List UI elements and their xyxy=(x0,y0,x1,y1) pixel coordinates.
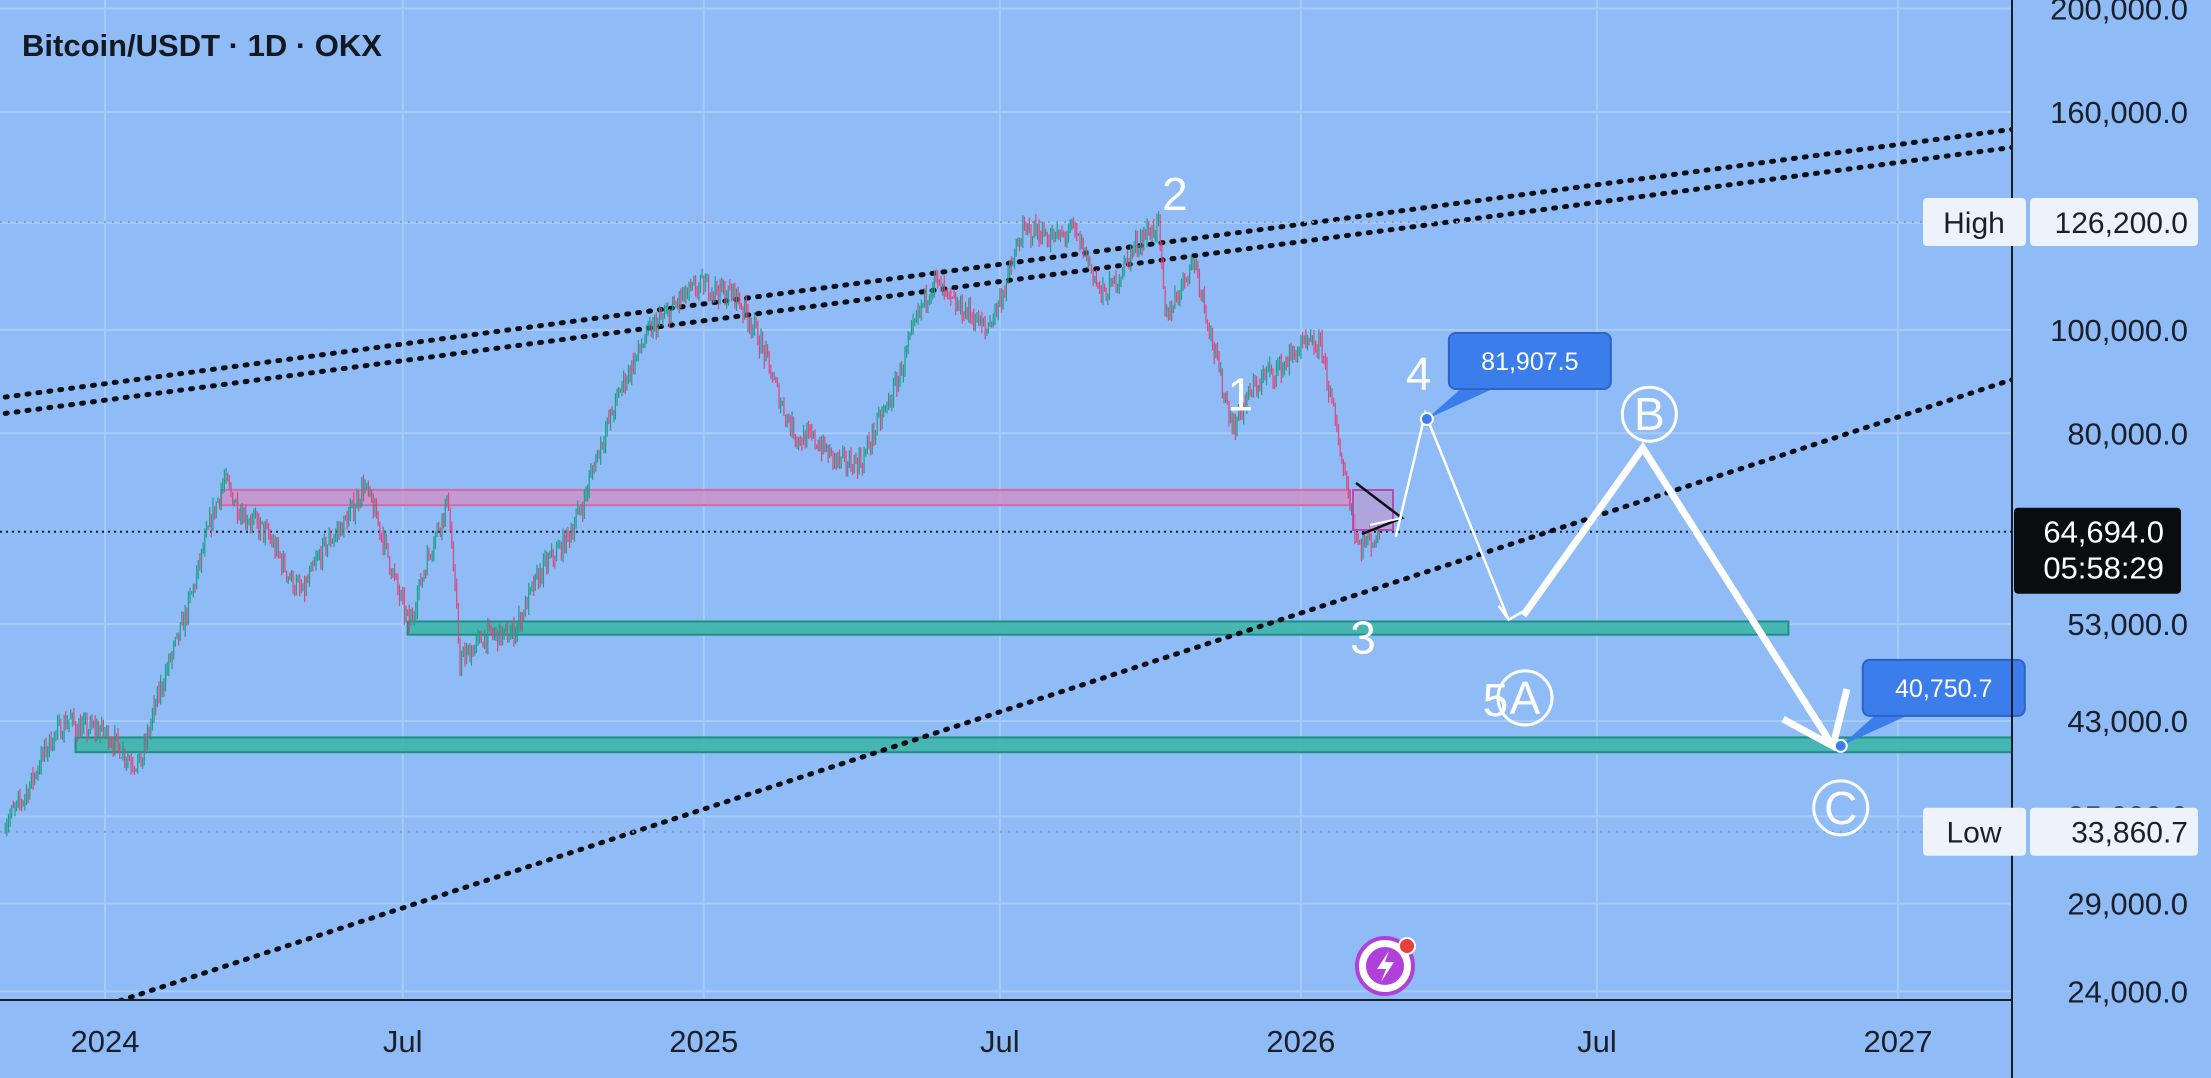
wave-label-C: C xyxy=(1812,779,1870,837)
price-callouts: 81,907.5 40,750.7 xyxy=(1419,332,2026,753)
time-tick-label: 2026 xyxy=(1266,1024,1335,1059)
pattern-exit xyxy=(1369,517,1403,526)
current-price-box xyxy=(2014,507,2181,594)
zone-support-1 xyxy=(406,620,1790,636)
wave-circle xyxy=(1620,385,1678,443)
time-tick-label: Jul xyxy=(1577,1024,1617,1059)
current-price-tag: 64,694.005:58:29 xyxy=(2014,507,2181,594)
price-axis-tags: 126,200.0 High 33,860.7 Low 64,694.005:58:29 xyxy=(1923,198,2198,856)
projection-correction xyxy=(1520,441,1834,745)
wave-circle xyxy=(1496,669,1554,727)
countdown-value: 05:58:29 xyxy=(2043,551,2164,586)
price-callout[interactable]: 40,750.7 xyxy=(1833,658,2026,753)
time-tick-label: 2025 xyxy=(669,1024,738,1059)
wave-projection xyxy=(1394,409,1851,752)
wave-label-B: B xyxy=(1620,385,1678,443)
wave-text: 4 xyxy=(1406,348,1432,400)
time-tick-label: Jul xyxy=(383,1024,423,1059)
price-tick-label: 100,000.0 xyxy=(2050,313,2188,348)
price-tick-label: 43,000.0 xyxy=(2067,704,2188,739)
price-zones xyxy=(74,488,2012,754)
time-tick-label: Jul xyxy=(980,1024,1020,1059)
wave-text: 2 xyxy=(1162,168,1188,220)
tag-value: 33,860.7 xyxy=(2071,817,2188,850)
wave-text: A xyxy=(1510,672,1541,724)
lightning-icon[interactable] xyxy=(1355,936,1416,996)
callout-box xyxy=(1447,332,1612,391)
trendline-rising-support xyxy=(114,377,2012,1000)
callout-label: 81,907.5 xyxy=(1481,348,1578,376)
zone-support-2 xyxy=(74,736,2012,754)
price-tick-label: 24,000.0 xyxy=(2067,974,2188,1009)
triangle-pattern xyxy=(1352,482,1405,536)
callout-dot xyxy=(1833,738,1848,753)
price-tick-label: 29,000.0 xyxy=(2067,887,2188,922)
wave-text: 1 xyxy=(1228,368,1254,420)
trendlines xyxy=(2,126,2012,1000)
time-tick-label: 2024 xyxy=(71,1024,140,1059)
tag-value-box xyxy=(2030,807,2198,856)
high-tag: 126,200.0 High xyxy=(1923,198,2198,246)
price-tick-label: 80,000.0 xyxy=(2067,416,2188,451)
tag-value-box xyxy=(2030,198,2198,246)
wave-circle xyxy=(1812,779,1870,837)
price-tick-label: 160,000.0 xyxy=(2050,95,2188,130)
time-axis[interactable]: 2024 Jul 2025 Jul 2026 Jul 2027 xyxy=(71,1024,1933,1059)
arrowhead-thick xyxy=(1781,688,1851,752)
trendline-upper-channel-2 xyxy=(2,144,2012,416)
wave-label-1: 1 xyxy=(1228,368,1254,420)
low-tag: 33,860.7 Low xyxy=(1923,807,2198,856)
price-callout[interactable]: 81,907.5 xyxy=(1419,332,1612,427)
tag-label-box xyxy=(1923,198,2026,246)
tag-label: Low xyxy=(1946,817,2001,850)
callout-box xyxy=(1861,658,2026,717)
candles xyxy=(4,211,1381,837)
callout-pointer xyxy=(1426,387,1497,420)
tag-label: High xyxy=(1943,207,2005,240)
wave-label-A: A xyxy=(1496,669,1554,727)
zone-resistance xyxy=(220,488,1351,507)
wave-label-4: 4 xyxy=(1406,348,1432,400)
callout-dot xyxy=(1419,412,1434,427)
trendline-upper-channel-1 xyxy=(2,126,2012,400)
wave-text: C xyxy=(1824,782,1857,834)
chart-title: Bitcoin/USDT · 1D · OKX xyxy=(22,28,382,63)
wave-text: 3 xyxy=(1350,611,1376,663)
tag-label-box xyxy=(1923,807,2026,856)
callout-pointer xyxy=(1840,713,1911,746)
price-tick-label: 53,000.0 xyxy=(2067,607,2188,642)
callout-label: 40,750.7 xyxy=(1895,675,1992,703)
current-price-value: 64,694.0 xyxy=(2043,515,2164,550)
tag-value: 126,200.0 xyxy=(2055,207,2188,240)
arrowhead-thin xyxy=(1497,605,1524,622)
time-tick-label: 2027 xyxy=(1864,1024,1933,1059)
wave-text: B xyxy=(1634,388,1665,440)
wave-label-3: 3 xyxy=(1350,611,1376,663)
wave-label-2: 2 xyxy=(1162,168,1188,220)
price-tick-label: 200,000.0 xyxy=(2050,0,2188,27)
